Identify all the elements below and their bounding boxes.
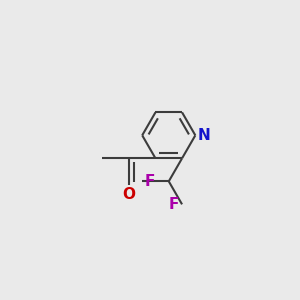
Text: O: O (122, 187, 135, 202)
Text: F: F (169, 197, 179, 212)
Text: F: F (145, 174, 155, 189)
Text: N: N (198, 128, 211, 143)
